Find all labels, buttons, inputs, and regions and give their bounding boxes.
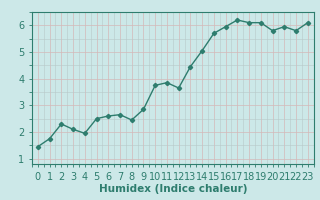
X-axis label: Humidex (Indice chaleur): Humidex (Indice chaleur) <box>99 184 247 194</box>
